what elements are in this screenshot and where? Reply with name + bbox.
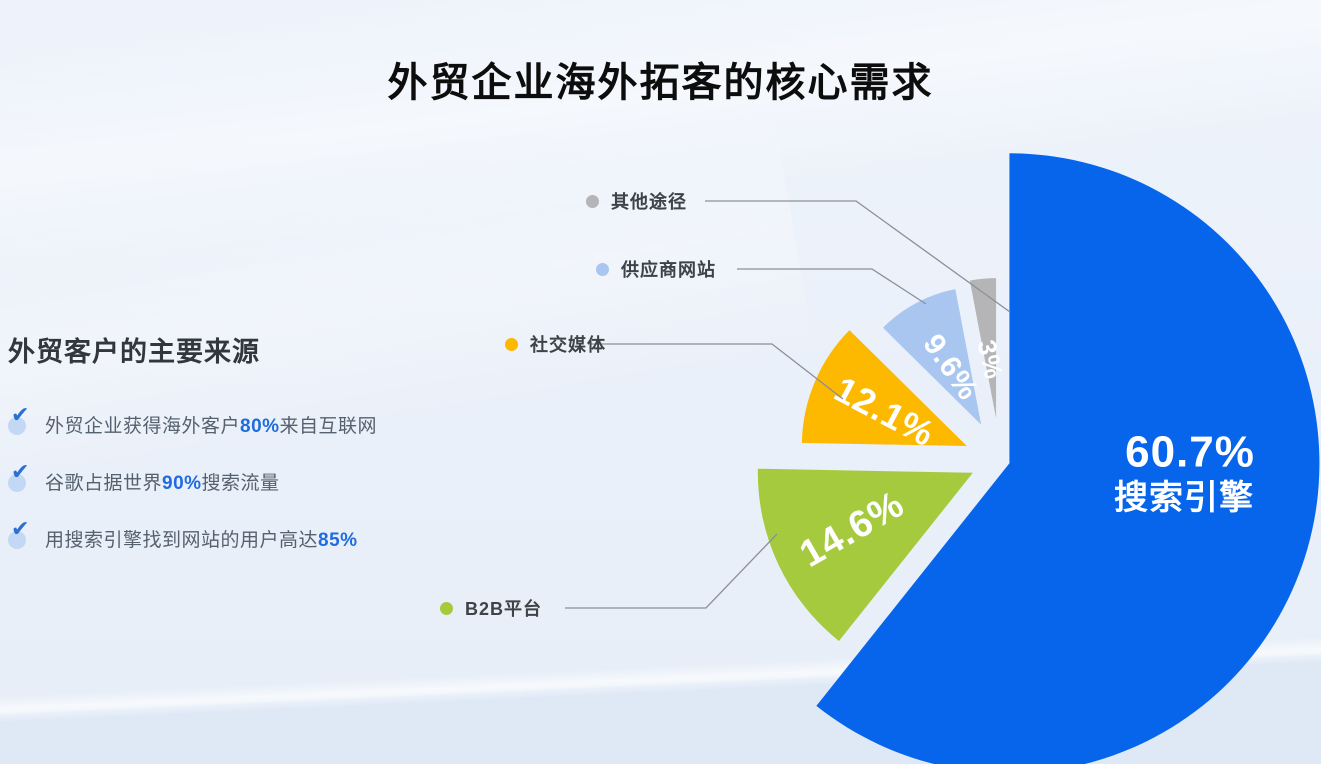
bullet-item: ✔ 谷歌占据世界90%搜索流量: [8, 461, 438, 495]
bullet-text-pre: 用搜索引擎找到网站的用户高达: [45, 529, 319, 551]
bullet-highlight: 80%: [240, 415, 280, 437]
slice-value-label-search-engine: 60.7%: [1125, 428, 1255, 477]
legend-dot: [586, 194, 599, 208]
bullet-text-pre: 谷歌占据世界: [45, 472, 163, 494]
legend-label: B2B平台: [465, 599, 543, 619]
pie-slice-b2b-platform: [757, 468, 973, 641]
leader-line: [565, 533, 778, 609]
slice-name-label-search-engine: 搜索引擎: [1114, 479, 1254, 517]
bullet-text-post: 来自互联网: [279, 415, 378, 437]
bullet-highlight: 85%: [318, 529, 358, 551]
pie-slice-search-engine: [816, 153, 1320, 764]
legend-label: 社交媒体: [530, 335, 606, 355]
pie-slice-supplier-website: [882, 289, 982, 425]
bullet-item: ✔ 外贸企业获得海外客户80%来自互联网: [8, 404, 438, 438]
bullet-text-post: 搜索流量: [201, 472, 280, 494]
bullet-highlight: 90%: [162, 472, 202, 494]
leader-line: [590, 343, 844, 400]
legend-item-b2b-platform: B2B平台: [440, 596, 542, 620]
pie-slice-other-channels: [969, 278, 997, 419]
pie-slice-social-media: [801, 330, 967, 447]
left-panel-heading: 外贸客户的主要来源: [8, 337, 260, 367]
bullet-text: 外贸企业获得海外客户80%来自互联网: [45, 411, 377, 438]
check-icon: ✔: [8, 404, 30, 435]
legend-item-social-media: 社交媒体: [505, 332, 606, 356]
bullet-text-pre: 外贸企业获得海外客户: [45, 415, 241, 437]
leader-line: [737, 268, 927, 305]
leader-line: [705, 200, 1011, 313]
legend-dot: [596, 262, 609, 276]
check-icon: ✔: [8, 461, 30, 492]
bullet-text: 谷歌占据世界90%搜索流量: [45, 468, 280, 495]
bullet-item: ✔ 用搜索引擎找到网站的用户高达85%: [8, 518, 438, 552]
legend-item-supplier-website: 供应商网站: [596, 257, 716, 281]
page-title: 外贸企业海外拓客的核心需求: [387, 61, 934, 105]
legend-item-other-channels: 其他途径: [586, 189, 687, 213]
left-panel: 外贸客户的主要来源 ✔ 外贸企业获得海外客户80%来自互联网 ✔ 谷歌占据世界9…: [8, 330, 438, 584]
legend-dot: [440, 601, 453, 615]
bullet-text: 用搜索引擎找到网站的用户高达85%: [45, 525, 358, 552]
legend-label: 供应商网站: [621, 260, 716, 280]
legend-label: 其他途径: [611, 192, 687, 212]
legend-dot: [505, 337, 518, 351]
check-icon: ✔: [8, 518, 30, 549]
